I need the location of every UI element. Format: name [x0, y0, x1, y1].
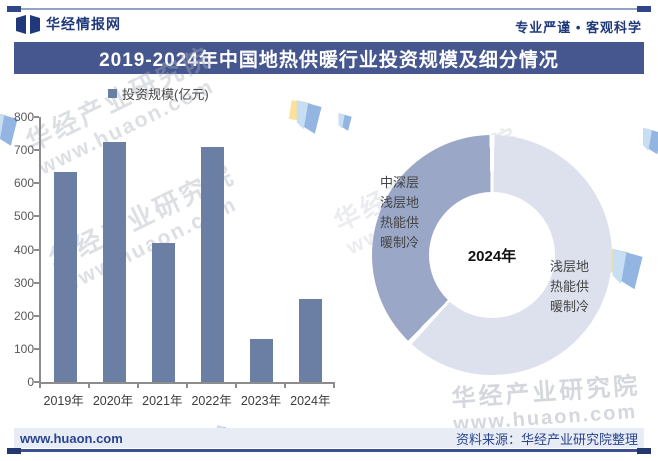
- bar-plot-area: [39, 117, 335, 384]
- x-tick: [88, 384, 90, 388]
- footer-site-url: www.huaon.com: [20, 430, 123, 446]
- x-tick: [284, 384, 286, 388]
- bottom-rule-right-cap: [637, 448, 651, 454]
- y-tick: [34, 347, 39, 350]
- top-rule-left-cap: [7, 6, 21, 12]
- bar-2021年: [152, 242, 175, 382]
- chart-title-banner: 2019-2024年中国地热供暖行业投资规模及细分情况: [14, 42, 644, 74]
- y-tick: [34, 116, 39, 118]
- x-label: 2020年: [92, 394, 134, 408]
- watermark-flag-icon: [338, 113, 352, 131]
- x-label: 2021年: [142, 394, 183, 408]
- legend: 投资规模(亿元): [108, 84, 209, 103]
- brand-header: 华经情报网: [16, 14, 121, 34]
- bar-2022年: [201, 146, 224, 382]
- footer-data-source: 资料来源：华经产业研究院整理: [455, 431, 638, 447]
- legend-label: 投资规模(亿元): [122, 87, 209, 102]
- footer-band: www.huaon.com 资料来源：华经产业研究院整理: [14, 428, 644, 448]
- bar-2023年: [250, 338, 273, 382]
- donut-hole: 2024年: [429, 192, 555, 318]
- x-tick: [235, 384, 237, 388]
- donut-segment-label-shallow: 浅层地热能供暖制冷: [550, 259, 590, 314]
- y-label: 300: [13, 275, 34, 290]
- donut-chart: 2024年 中深层浅层地热能供暖制冷 浅层地热能供暖制冷: [372, 135, 612, 375]
- x-tick: [137, 384, 139, 388]
- x-axis-labels: 2019年 2020年 2021年 2022年 2023年 2024年: [39, 390, 335, 409]
- brand-name: 华经情报网: [46, 16, 121, 32]
- x-label: 2022年: [191, 394, 232, 408]
- y-label: 200: [13, 308, 34, 323]
- y-label: 600: [13, 176, 34, 191]
- x-label: 2023年: [240, 394, 282, 408]
- brand-logo-icon: [16, 14, 40, 34]
- y-label: 0: [27, 375, 34, 389]
- x-label: 2024年: [290, 394, 331, 408]
- top-rule-right-cap: [637, 6, 651, 12]
- y-tick: [34, 182, 39, 185]
- bar-2019年: [54, 171, 77, 382]
- watermark-flag-icon: [643, 127, 658, 155]
- legend-square-swatch-icon: [108, 89, 117, 98]
- bottom-rule-divider: [7, 449, 651, 452]
- y-label: 400: [13, 242, 34, 257]
- top-rule-divider: [7, 8, 651, 10]
- y-tick: [34, 248, 39, 251]
- y-label: 700: [13, 143, 34, 158]
- donut-center-label: 2024年: [467, 247, 517, 265]
- y-label: 500: [13, 209, 34, 224]
- y-label: 800: [13, 110, 34, 124]
- y-label: 100: [13, 341, 34, 356]
- y-tick: [34, 381, 39, 383]
- bar-chart: 0 100 200 300 400 500 600 700 800 2019年 2020年 2021…: [14, 110, 336, 417]
- bar-2020年: [103, 141, 126, 382]
- x-tick: [333, 384, 335, 388]
- x-tick: [186, 384, 188, 388]
- watermark-text: 华经产业研究院 www.huaon.com: [450, 372, 642, 436]
- y-tick: [34, 281, 39, 284]
- x-label: 2019年: [43, 394, 84, 408]
- header-tagline: 专业严谨 • 客观科学: [515, 20, 642, 35]
- y-tick: [34, 314, 39, 317]
- donut-segment-label-deep: 中深层浅层地热能供暖制冷: [380, 175, 420, 250]
- bar-2024年: [299, 299, 322, 382]
- bottom-rule-left-cap: [7, 448, 21, 454]
- x-tick: [39, 384, 41, 388]
- y-tick: [34, 215, 39, 218]
- y-tick: [34, 149, 39, 152]
